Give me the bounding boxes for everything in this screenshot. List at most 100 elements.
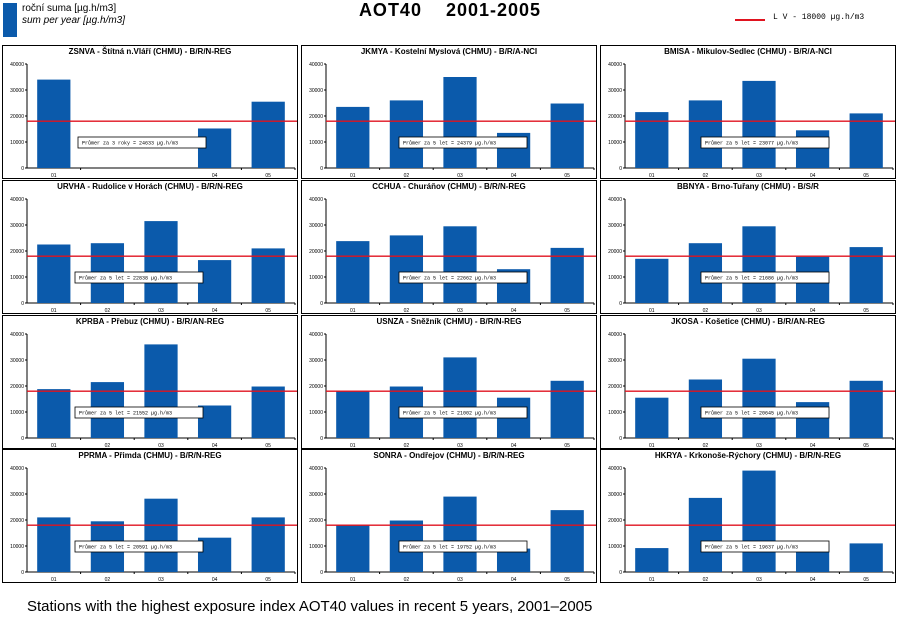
bar — [849, 543, 883, 572]
bar — [849, 247, 883, 303]
bar — [742, 470, 776, 572]
y-tick-label: 10000 — [309, 410, 323, 416]
x-tick-label: 02 — [703, 308, 709, 313]
bar — [251, 101, 285, 168]
annotation-text: Průmer za 5 let = 21002 µg.h/m3 — [403, 410, 496, 417]
x-tick-label: 05 — [265, 577, 271, 582]
chart-panel: SONRA - Ondřejov (CHMU) - B/R/N-REG 0 1000… — [301, 449, 597, 583]
chart-title: JKOSA - Košetice (CHMU) - B/R/AN-REG — [671, 317, 825, 326]
annotation-box — [700, 136, 830, 149]
x-tick-label: 01 — [51, 443, 57, 448]
x-tick-label: 03 — [756, 443, 762, 448]
legend-swatch — [3, 3, 17, 37]
x-tick-label: 05 — [564, 443, 570, 448]
x-tick-label: 01 — [350, 173, 356, 178]
y-tick-label: 30000 — [10, 492, 24, 498]
x-tick-label: 03 — [457, 308, 463, 313]
x-tick-label: 02 — [105, 308, 111, 313]
annotation-text: Průmer za 5 let = 19637 µg.h/m3 — [705, 544, 798, 551]
bar — [849, 380, 883, 438]
y-tick-label: 0 — [619, 436, 622, 442]
y-tick-label: 40000 — [608, 466, 622, 472]
y-tick-label: 30000 — [309, 492, 323, 498]
bar — [550, 247, 584, 303]
x-tick-label: 01 — [51, 308, 57, 313]
annotation-text: Průmer za 5 let = 23077 µg.h/m3 — [705, 140, 798, 147]
x-tick-label: 05 — [863, 577, 869, 582]
x-tick-label: 04 — [212, 308, 218, 313]
chart-svg: 0 10000 20000 30000 40000 01 02 03 04 05 Průmer za… — [10, 197, 297, 313]
y-tick-label: 0 — [619, 301, 622, 307]
y-tick-label: 0 — [21, 301, 24, 307]
y-tick-label: 10000 — [309, 275, 323, 281]
chart-panel: JKOSA - Košetice (CHMU) - B/R/AN-REG 0 100… — [600, 315, 896, 449]
chart-svg: 0 10000 20000 30000 40000 01 02 03 04 05 Průmer za… — [10, 466, 297, 582]
x-tick-label: 02 — [105, 577, 111, 582]
bar — [144, 221, 178, 303]
x-tick-label: 04 — [511, 577, 517, 582]
bar — [550, 510, 584, 572]
y-tick-label: 40000 — [309, 332, 323, 338]
y-tick-label: 10000 — [10, 410, 24, 416]
annotation-box — [398, 136, 528, 149]
chart-panel: JKMYA - Kostelní Myslová (CHMU) - B/R/A-… — [301, 45, 597, 179]
y-tick-label: 30000 — [608, 492, 622, 498]
bar — [197, 405, 232, 438]
x-tick-label: 01 — [350, 577, 356, 582]
x-tick-label: 03 — [158, 577, 164, 582]
x-tick-label: 05 — [863, 173, 869, 178]
x-tick-label: 02 — [703, 173, 709, 178]
bar — [197, 260, 232, 303]
x-tick-label: 04 — [511, 308, 517, 313]
bar — [443, 77, 477, 168]
annotation-box — [77, 136, 207, 149]
x-tick-label: 04 — [212, 577, 218, 582]
chart-title: JKMYA - Kostelní Myslová (CHMU) - B/R/A-… — [360, 47, 538, 56]
x-tick-label: 03 — [457, 173, 463, 178]
chart-svg: 0 10000 20000 30000 40000 01 02 03 04 05 Průmer za… — [309, 197, 596, 313]
y-tick-label: 0 — [21, 166, 24, 172]
y-tick-label: 0 — [619, 570, 622, 576]
y-tick-label: 20000 — [309, 114, 323, 120]
y-tick-label: 30000 — [608, 358, 622, 364]
bar — [37, 79, 71, 168]
y-tick-label: 40000 — [608, 332, 622, 338]
chart-panel: USNZA - Sněžník (CHMU) - B/R/N-REG 0 10000… — [301, 315, 597, 449]
chart-svg: 0 10000 20000 30000 40000 01 02 03 04 05 Průmer za… — [309, 62, 596, 178]
x-tick-label: 03 — [457, 577, 463, 582]
chart-panel: URVHA - Rudolice v Horách (CHMU) - B/R/N… — [2, 180, 298, 314]
y-tick-label: 40000 — [10, 197, 24, 203]
chart-svg: 0 10000 20000 30000 40000 01 02 03 04 05 Průmer za… — [309, 466, 596, 582]
x-tick-label: 05 — [564, 173, 570, 178]
y-tick-label: 20000 — [10, 384, 24, 390]
chart-panel: PPRMA - Přimda (CHMU) - B/R/N-REG 0 10000 2… — [2, 449, 298, 583]
x-tick-label: 05 — [265, 308, 271, 313]
x-tick-label: 01 — [649, 577, 655, 582]
x-tick-label: 05 — [265, 443, 271, 448]
y-tick-label: 10000 — [309, 544, 323, 550]
bar — [443, 357, 477, 438]
annotation-box — [398, 271, 528, 284]
chart-svg: 0 10000 20000 30000 40000 01 02 03 04 05 Průmer za… — [608, 62, 895, 178]
y-tick-label: 40000 — [10, 332, 24, 338]
annotation-text: Průmer za 5 let = 21552 µg.h/m3 — [79, 410, 172, 417]
bar — [635, 548, 669, 572]
bar — [795, 130, 830, 168]
x-tick-label: 05 — [564, 577, 570, 582]
y-tick-label: 30000 — [309, 223, 323, 229]
bar — [37, 389, 71, 438]
y-tick-label: 30000 — [608, 223, 622, 229]
annotation-box — [398, 406, 528, 419]
x-tick-label: 05 — [564, 308, 570, 313]
bar — [550, 380, 584, 438]
chart-panel: ZSNVA - Štítná n.Vláří (CHMU) - B/R/N-RE… — [2, 45, 298, 179]
limit-legend-label: L V - 18000 µg.h/m3 — [773, 13, 865, 22]
chart-svg: 0 10000 20000 30000 40000 01 02 03 04 05 Průmer za… — [10, 332, 297, 448]
y-tick-label: 0 — [320, 166, 323, 172]
x-tick-label: 04 — [810, 308, 816, 313]
annotation-box — [398, 540, 528, 553]
bar — [336, 106, 370, 168]
y-tick-label: 10000 — [608, 140, 622, 146]
y-tick-label: 30000 — [10, 358, 24, 364]
bar — [635, 112, 669, 168]
